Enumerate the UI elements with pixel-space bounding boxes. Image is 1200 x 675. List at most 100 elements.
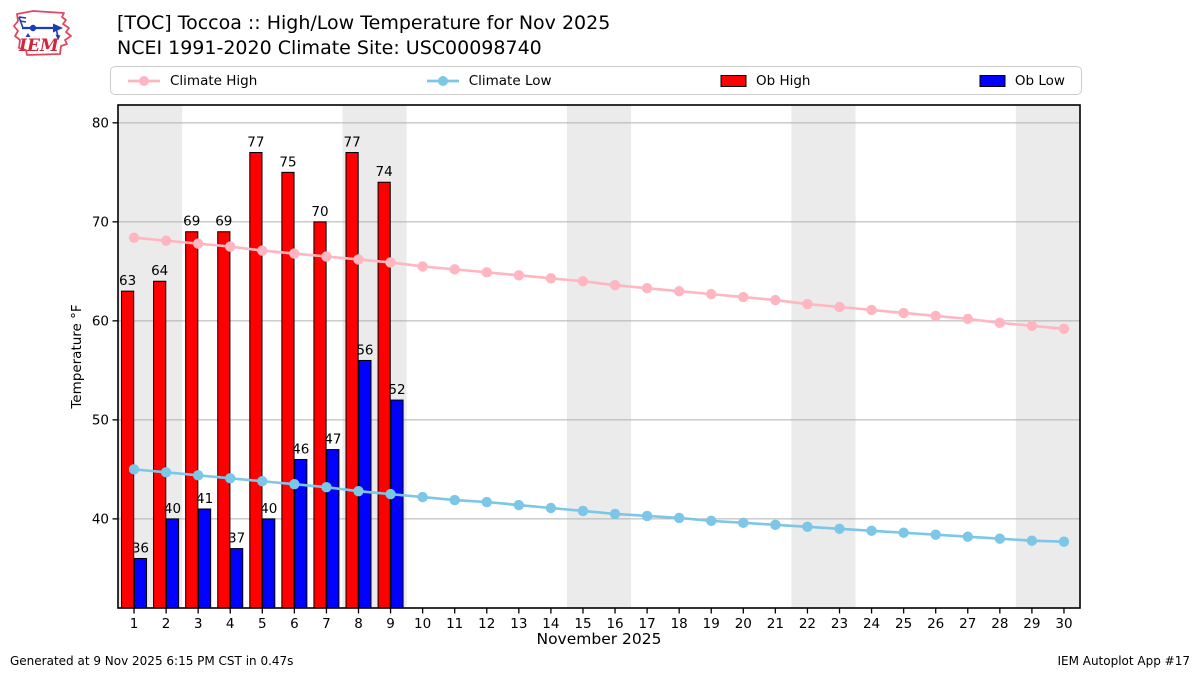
x-tick-label: 10 bbox=[414, 616, 431, 632]
climate-low-marker bbox=[417, 491, 428, 503]
ob-low-value-label: 40 bbox=[164, 501, 181, 517]
weekend-band bbox=[566, 105, 632, 608]
ob-low-bar bbox=[165, 518, 180, 609]
iowa-outline-icon bbox=[13, 10, 72, 56]
climate-high-marker bbox=[417, 261, 428, 272]
x-tick-label: 27 bbox=[959, 616, 976, 632]
climate-low-marker bbox=[513, 499, 525, 511]
legend-label: Ob High bbox=[755, 72, 811, 89]
ob-low-bar bbox=[197, 508, 212, 609]
ob-low-value-label: 36 bbox=[132, 540, 149, 556]
ob-low-bar bbox=[326, 449, 340, 609]
ob-high-value-label: 77 bbox=[247, 135, 264, 151]
iem-logo: IEM bbox=[13, 10, 72, 56]
page-subtitle: NCEI 1991-2020 Climate Site: USC00098740 bbox=[117, 37, 542, 59]
x-tick-label: 25 bbox=[895, 616, 912, 632]
climate-high-marker bbox=[577, 276, 589, 287]
ob-high-value-label: 64 bbox=[151, 263, 168, 279]
x-tick-label: 24 bbox=[863, 616, 880, 632]
climate-low-marker bbox=[353, 485, 364, 497]
ob-low-value-label: 37 bbox=[228, 531, 245, 547]
climate-high-marker bbox=[738, 291, 749, 303]
y-tick-label: 40 bbox=[92, 511, 109, 527]
climate-high-marker bbox=[962, 313, 973, 325]
x-tick-label: 22 bbox=[799, 616, 816, 632]
x-tick-label: 30 bbox=[1055, 616, 1072, 632]
x-tick-label: 4 bbox=[226, 616, 235, 632]
ob-high-bar bbox=[249, 152, 263, 609]
ob-high-value-label: 70 bbox=[311, 204, 328, 220]
legend-label: Climate High bbox=[170, 72, 258, 89]
climate-high-marker bbox=[641, 282, 653, 294]
climate-low-marker bbox=[866, 525, 877, 536]
ob-high-value-label: 77 bbox=[343, 135, 360, 151]
x-tick-label: 19 bbox=[703, 616, 720, 632]
climate-high-marker bbox=[834, 301, 845, 313]
ob-high-bar bbox=[345, 152, 359, 609]
weekend-band bbox=[1015, 105, 1080, 608]
x-tick-label: 6 bbox=[290, 616, 299, 632]
climate-low-marker bbox=[834, 523, 845, 534]
climate-low-marker bbox=[930, 529, 941, 540]
ob-low-value-label: 46 bbox=[292, 441, 309, 457]
climate-low-marker bbox=[128, 464, 140, 475]
climate-low-marker bbox=[225, 473, 236, 484]
climate-low-marker bbox=[1058, 536, 1070, 547]
x-tick-label: 12 bbox=[478, 616, 495, 632]
legend-item-ob-low: Ob Low bbox=[979, 73, 1065, 89]
legend-label: Ob Low bbox=[1014, 72, 1065, 89]
x-tick-label: 16 bbox=[606, 616, 623, 632]
x-tick-label: 7 bbox=[322, 616, 331, 632]
ob-high-bar bbox=[121, 290, 135, 609]
ob-high-bar-swatch-icon bbox=[720, 74, 747, 87]
climate-high-marker bbox=[706, 288, 717, 300]
climate-low-marker bbox=[1026, 535, 1038, 546]
climate-high-marker bbox=[898, 307, 909, 319]
climate-high-line bbox=[133, 236, 1065, 331]
ob-low-bar-swatch-icon bbox=[979, 74, 1006, 87]
climate-low-marker bbox=[641, 510, 653, 522]
y-axis-title: Temperature °F bbox=[69, 304, 85, 409]
weekend-band bbox=[791, 105, 856, 608]
ob-high-value-label: 63 bbox=[119, 273, 136, 289]
climate-low-line-swatch-icon bbox=[426, 75, 459, 86]
climate-low-marker bbox=[577, 505, 589, 517]
weathervane-icon bbox=[18, 16, 63, 40]
x-tick-label: 11 bbox=[446, 616, 463, 632]
y-tick-label: 70 bbox=[92, 214, 109, 230]
x-tick-label: 20 bbox=[735, 616, 752, 632]
climate-low-marker bbox=[385, 488, 396, 500]
climate-high-marker bbox=[257, 245, 268, 256]
climate-high-marker bbox=[128, 232, 140, 243]
climate-high-marker bbox=[192, 238, 204, 249]
climate-high-marker bbox=[609, 280, 621, 291]
legend-item-climate-low: Climate Low bbox=[426, 73, 552, 89]
ob-low-bar bbox=[358, 359, 372, 609]
climate-high-marker bbox=[385, 257, 396, 268]
climate-low-marker bbox=[706, 515, 717, 527]
ob-high-value-label: 69 bbox=[183, 214, 200, 230]
x-tick-label: 15 bbox=[574, 616, 591, 632]
y-tick-label: 50 bbox=[92, 412, 109, 428]
x-tick-label: 17 bbox=[639, 616, 656, 632]
climate-high-marker bbox=[225, 241, 236, 252]
climate-high-marker bbox=[802, 298, 813, 310]
x-tick-label: 28 bbox=[991, 616, 1008, 632]
climate-high-marker bbox=[513, 270, 525, 281]
x-tick-label: 9 bbox=[386, 616, 395, 632]
x-tick-label: 13 bbox=[510, 616, 527, 632]
y-tick-label: 60 bbox=[92, 313, 109, 329]
climate-low-marker bbox=[673, 512, 685, 524]
legend: Climate High Climate Low Ob High Ob Low bbox=[110, 66, 1082, 95]
climate-low-marker bbox=[481, 496, 492, 508]
ob-low-bar bbox=[133, 557, 148, 609]
chart-header: [TOC] Toccoa :: High/Low Temperature for… bbox=[117, 11, 610, 61]
climate-low-marker bbox=[898, 527, 909, 538]
ob-low-bar bbox=[390, 399, 404, 609]
climate-low-marker bbox=[802, 521, 813, 533]
x-axis-title: November 2025 bbox=[536, 630, 661, 648]
x-tick-label: 21 bbox=[767, 616, 784, 632]
x-tick-label: 8 bbox=[354, 616, 363, 632]
generated-at-text: Generated at 9 Nov 2025 6:15 PM CST in 0… bbox=[10, 654, 294, 668]
climate-high-marker bbox=[930, 310, 941, 322]
